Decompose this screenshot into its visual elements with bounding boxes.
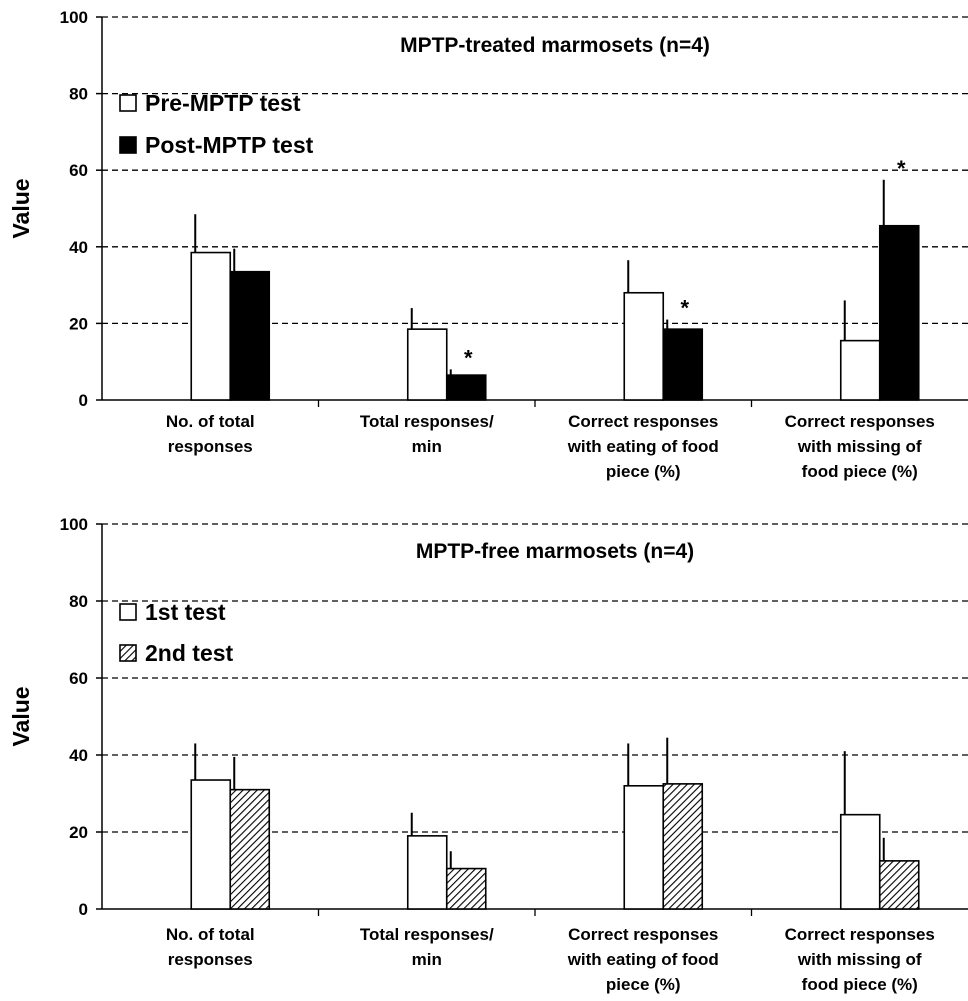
bar-series2-cat4 bbox=[878, 860, 920, 910]
category-label: Correct responses with eating of food piec… bbox=[567, 412, 719, 481]
bar-series1-cat2 bbox=[406, 328, 448, 401]
category-label-line: with eating of food bbox=[567, 437, 719, 456]
y-tick-label: 100 bbox=[60, 515, 88, 534]
y-tick-label: 80 bbox=[69, 592, 88, 611]
chart-title: MPTP-treated marmosets (n=4) bbox=[400, 34, 710, 57]
bar-series2-cat3 bbox=[662, 328, 704, 401]
category-label-line: Correct responses bbox=[785, 925, 935, 944]
category-label: Total responses/min bbox=[360, 925, 494, 969]
legend-swatch bbox=[119, 136, 137, 154]
category-label-line: with missing of bbox=[797, 950, 922, 969]
legend-swatch bbox=[119, 603, 137, 621]
y-tick-label: 40 bbox=[69, 746, 88, 765]
bar-series1-cat3 bbox=[623, 291, 665, 401]
category-label-line: Correct responses bbox=[785, 412, 935, 431]
category-label-line: food piece (%) bbox=[802, 975, 918, 994]
significance-marker: * bbox=[897, 156, 906, 181]
y-axis-label: Value bbox=[8, 686, 34, 746]
bar-series1-cat3 bbox=[623, 784, 665, 910]
category-label-line: with eating of food bbox=[567, 950, 719, 969]
significance-marker: * bbox=[680, 296, 689, 321]
legend-label: Post-MPTP test bbox=[145, 132, 314, 158]
category-label-line: min bbox=[412, 437, 442, 456]
bar-series2-cat2 bbox=[445, 374, 487, 401]
category-label-line: Total responses/ bbox=[360, 925, 494, 944]
category-label-line: Correct responses bbox=[568, 925, 718, 944]
bar-series2-cat1 bbox=[229, 270, 271, 401]
bar-series1-cat4 bbox=[839, 813, 881, 910]
bar-series2-cat1 bbox=[229, 788, 271, 910]
y-tick-label: 20 bbox=[69, 823, 88, 842]
y-tick-label: 20 bbox=[69, 314, 88, 333]
category-label-line: food piece (%) bbox=[802, 462, 918, 481]
bar-series2-cat3 bbox=[662, 783, 704, 910]
y-axis-label: Value bbox=[8, 178, 34, 238]
category-label-line: No. of total bbox=[166, 412, 255, 431]
y-tick-label: 0 bbox=[79, 391, 88, 410]
y-tick-label: 80 bbox=[69, 85, 88, 104]
category-label-line: responses bbox=[168, 437, 253, 456]
category-label-line: Total responses/ bbox=[360, 412, 494, 431]
bar-series1-cat1 bbox=[190, 251, 232, 401]
category-label-line: piece (%) bbox=[606, 462, 681, 481]
category-label-line: with missing of bbox=[797, 437, 922, 456]
category-label-line: No. of total bbox=[166, 925, 255, 944]
bar-series2-cat2 bbox=[445, 867, 487, 910]
significance-marker: * bbox=[464, 345, 473, 370]
category-label-line: responses bbox=[168, 950, 253, 969]
legend-label: 2nd test bbox=[145, 640, 234, 666]
chart-panel-2: 0 20 40 60 80 100 Value MPTP-free marmosets (n=… bbox=[8, 515, 968, 994]
legend-swatch bbox=[119, 94, 137, 112]
y-tick-label: 40 bbox=[69, 238, 88, 257]
category-label-line: Correct responses bbox=[568, 412, 718, 431]
chart-panel-1: 0 20 40 60 80 100 Value MPTP-treated marmosets … bbox=[8, 8, 968, 481]
category-label-line: piece (%) bbox=[606, 975, 681, 994]
category-label-line: min bbox=[412, 950, 442, 969]
charts: 0 20 40 60 80 100 Value MPTP-treated marmosets … bbox=[8, 8, 968, 994]
y-tick-label: 100 bbox=[60, 8, 88, 27]
category-label: No. of total responses bbox=[166, 925, 255, 969]
legend-label: Pre-MPTP test bbox=[145, 90, 301, 116]
category-label: Correct responses with missing of food pie… bbox=[785, 925, 935, 994]
legend-swatch bbox=[119, 644, 137, 662]
y-tick-label: 60 bbox=[69, 161, 88, 180]
y-tick-label: 60 bbox=[69, 669, 88, 688]
category-label: No. of total responses bbox=[166, 412, 255, 456]
y-tick-label: 0 bbox=[79, 900, 88, 919]
bar-series1-cat2 bbox=[406, 835, 448, 910]
category-label: Correct responses with eating of food piec… bbox=[567, 925, 719, 994]
category-label: Correct responses with missing of food pie… bbox=[785, 412, 935, 481]
bar-series1-cat4 bbox=[839, 339, 881, 401]
chart-title: MPTP-free marmosets (n=4) bbox=[416, 540, 694, 563]
legend-label: 1st test bbox=[145, 599, 226, 625]
bar-series2-cat4 bbox=[878, 224, 920, 401]
category-label: Total responses/min bbox=[360, 412, 494, 456]
bar-series1-cat1 bbox=[190, 779, 232, 910]
